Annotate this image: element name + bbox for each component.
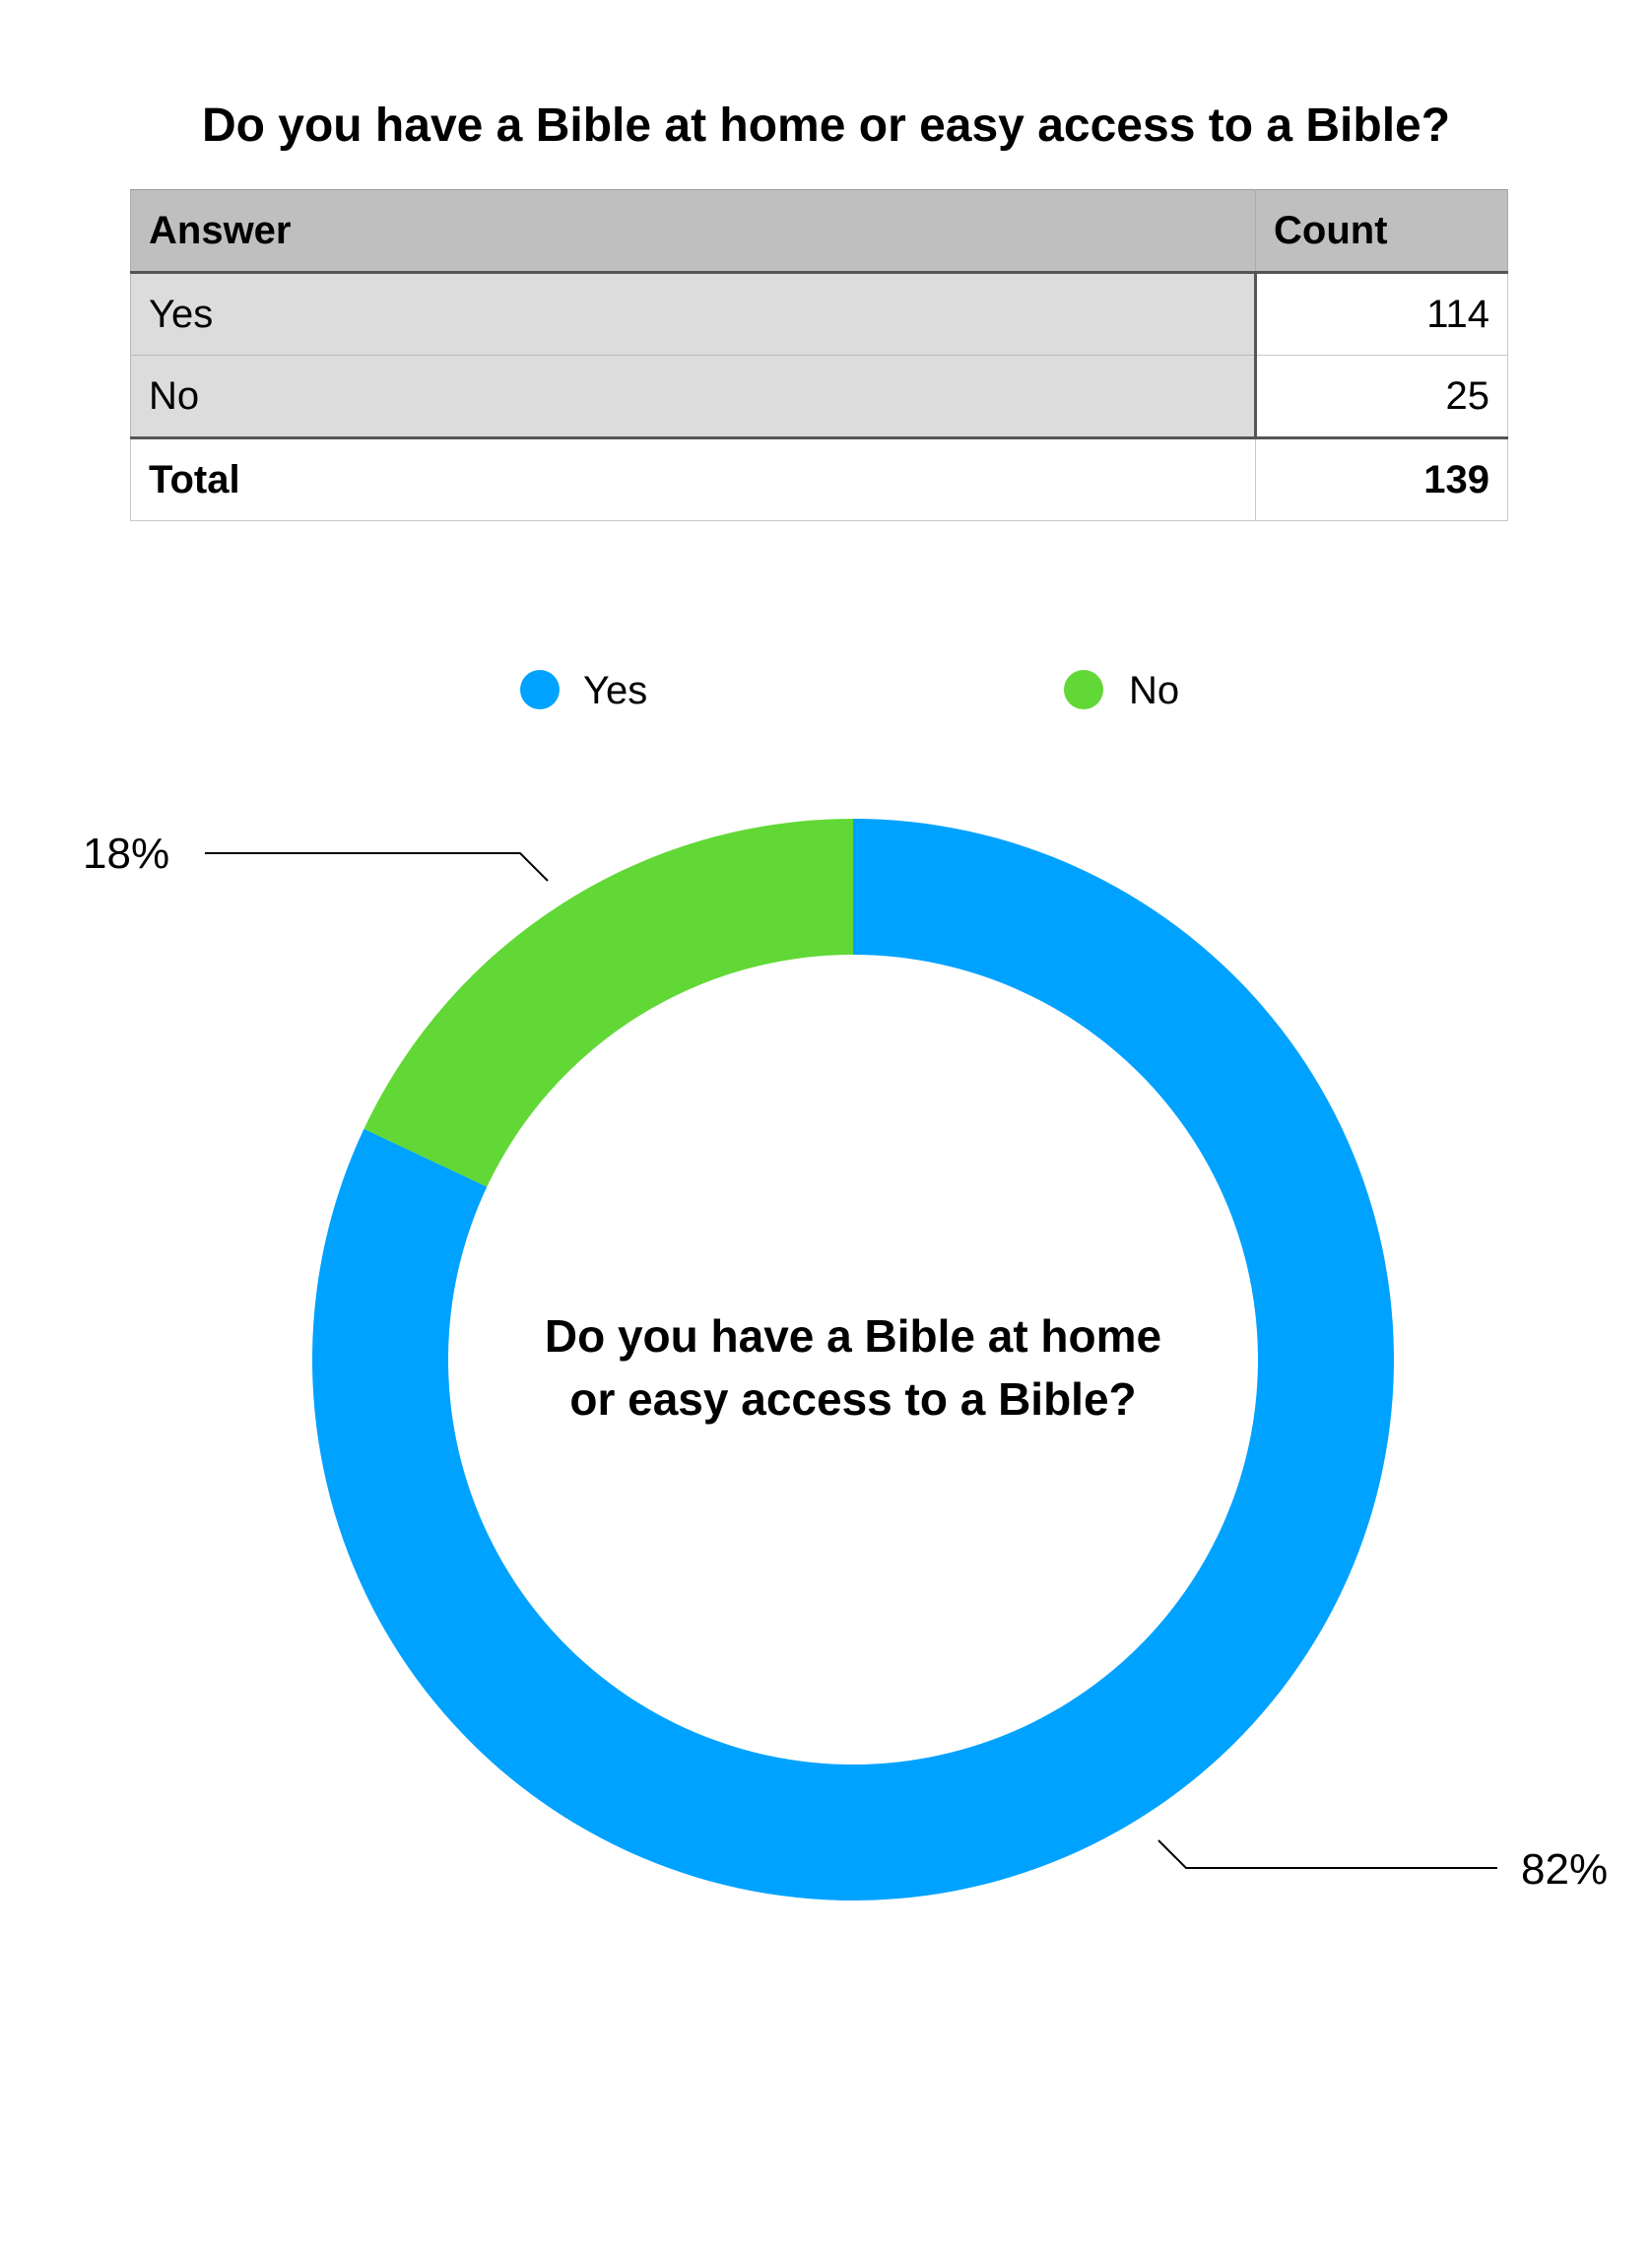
page-title: Do you have a Bible at home or easy acce… [201,100,1451,152]
donut-slices [312,819,1395,1900]
legend-item-no: No [1064,669,1179,712]
center-label-line-2: or easy access to a Bible? [569,1373,1136,1425]
leader-line-no [205,852,549,882]
data-table: Answer Count Yes 114 No 25 Total 139 [130,189,1508,521]
slice-label-no: 18% [83,830,169,878]
chart-legend: Yes No [520,669,1179,712]
center-label-line-1: Do you have a Bible at home [545,1310,1161,1362]
column-header-answer: Answer [130,189,1256,274]
count-cell: 114 [1255,272,1508,356]
answer-cell: Yes [130,272,1257,356]
leader-line-yes [1157,1839,1497,1869]
total-label: Total [130,437,1256,521]
legend-swatch-yes [520,670,560,709]
total-value: 139 [1255,437,1508,521]
slice-no [363,819,853,1187]
table-row: No 25 [130,355,1508,439]
legend-item-yes: Yes [520,669,647,712]
column-header-count: Count [1255,189,1508,274]
table-total-row: Total 139 [130,437,1508,521]
legend-label-yes: Yes [583,669,647,712]
slice-label-yes: 82% [1521,1845,1608,1894]
table-header-row: Answer Count [130,189,1508,274]
legend-label-no: No [1129,669,1179,712]
legend-swatch-no [1064,670,1103,709]
table-row: Yes 114 [130,272,1508,356]
answer-cell: No [130,355,1257,439]
count-cell: 25 [1255,355,1508,439]
